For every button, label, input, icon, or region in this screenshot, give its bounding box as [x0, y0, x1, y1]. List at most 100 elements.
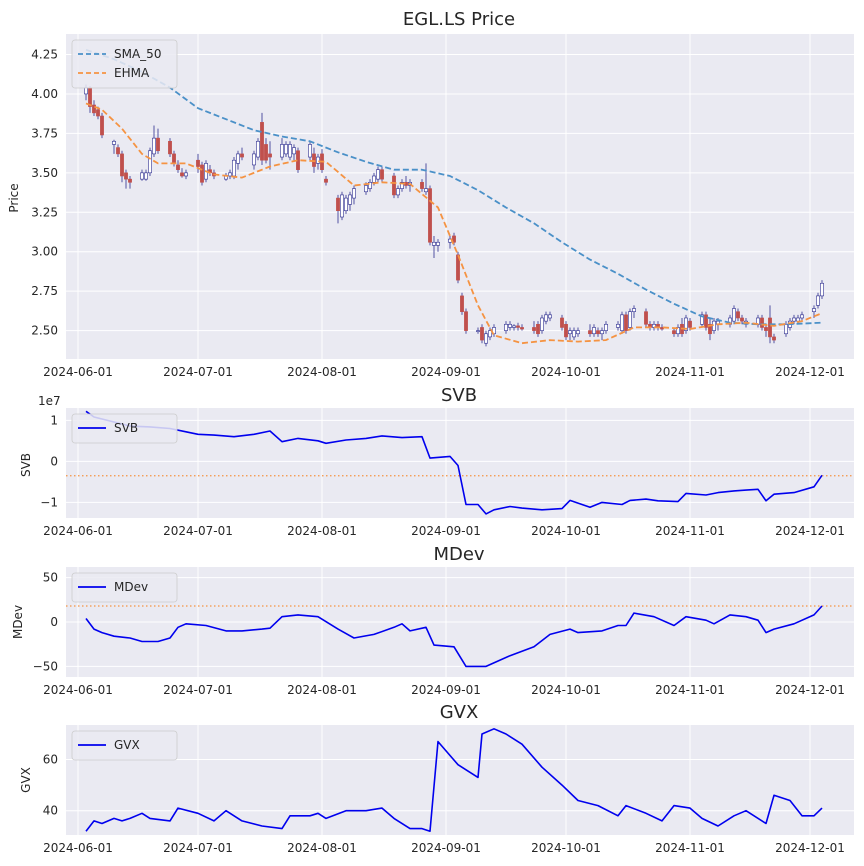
candle-up — [616, 323, 620, 328]
candle-down — [268, 153, 272, 158]
legend-entry: SVB — [114, 421, 138, 435]
y-tick-label: 0 — [50, 454, 58, 468]
y-tick-label: 2.75 — [31, 284, 58, 298]
price-panel: EGL.LS Price Price 2024-06-01 2024-07-01 2… — [7, 9, 854, 379]
x-tick-label: 2024-12-01 — [775, 841, 845, 855]
candle-up — [592, 327, 596, 335]
y-tick-label: −50 — [33, 659, 58, 673]
x-tick-label: 2024-06-01 — [43, 365, 113, 379]
candle-up — [344, 197, 348, 211]
legend-0: SMA_50 EHMA — [71, 39, 178, 89]
series-line-ehma — [85, 102, 823, 345]
candle-down — [120, 153, 124, 177]
legend-box — [71, 730, 178, 761]
candle-up — [600, 330, 604, 335]
plot-area-0 — [66, 34, 854, 359]
candle-up — [368, 182, 372, 189]
candle-up — [652, 323, 656, 328]
x-tick-label: 2024-07-01 — [163, 683, 233, 697]
candle-up — [232, 159, 236, 177]
svb-y-axis-label: SVB — [19, 453, 33, 477]
candle-up — [400, 182, 404, 189]
series-line-svb — [85, 410, 823, 515]
candle-up — [732, 308, 736, 322]
candle-up — [628, 311, 632, 328]
y-tick-label: 4.00 — [31, 87, 58, 101]
candle-up — [700, 314, 704, 325]
y-tick-label: 60 — [43, 753, 58, 767]
legend-box — [71, 572, 178, 603]
candle-up — [784, 323, 788, 335]
mdev-panel: MDev MDev 2024-06-01 2024-07-01 2024-08-01… — [11, 544, 854, 697]
candle-down — [168, 140, 172, 155]
x-tick-label: 2024-11-01 — [655, 841, 725, 855]
legend-box — [71, 39, 178, 89]
candle-up — [288, 144, 292, 158]
candle-down — [264, 144, 268, 161]
candle-up — [228, 172, 232, 177]
candle-up — [348, 194, 352, 205]
candle-up — [432, 241, 436, 246]
candle-up — [84, 87, 88, 95]
candle-up — [352, 188, 356, 199]
y-tick-label: 3.75 — [31, 126, 58, 140]
legend-entry: SMA_50 — [114, 47, 161, 61]
gvx-panel: GVX GVX 2024-06-01 2024-07-01 2024-08-01 20… — [19, 702, 854, 855]
candle-down — [536, 323, 540, 335]
candle-down — [156, 137, 160, 152]
candle-up — [372, 175, 376, 183]
candle-up — [340, 194, 344, 218]
plot-layer-3 — [85, 727, 823, 833]
x-tick-label: 2024-10-01 — [531, 365, 601, 379]
candle-down — [772, 336, 776, 341]
candle-down — [464, 311, 468, 331]
candle-up — [508, 323, 512, 328]
legend-entry: MDev — [114, 580, 148, 594]
candle-down — [100, 115, 104, 136]
candle-down — [596, 330, 600, 335]
y-tick-label: 40 — [43, 804, 58, 818]
candle-down — [644, 311, 648, 325]
candle-down — [128, 178, 132, 183]
x-tick-label: 2024-11-01 — [655, 365, 725, 379]
candle-up — [620, 314, 624, 331]
x-tick-label: 2024-10-01 — [531, 683, 601, 697]
candle-down — [740, 317, 744, 322]
candle-up — [572, 330, 576, 338]
candle-up — [568, 330, 572, 335]
x-tick-label: 2024-08-01 — [287, 683, 357, 697]
series-line-sma-50 — [85, 48, 823, 326]
x-tick-label: 2024-12-01 — [775, 683, 845, 697]
candle-down — [428, 188, 432, 243]
candle-up — [504, 323, 508, 331]
candle-down — [200, 164, 204, 183]
x-tick-label: 2024-11-01 — [655, 683, 725, 697]
candle-down — [92, 104, 96, 114]
candle-up — [184, 172, 188, 177]
candle-up — [632, 308, 636, 312]
candle-down — [172, 153, 176, 164]
candle-up — [576, 330, 580, 335]
candle-up — [376, 169, 380, 180]
legend-entry: EHMA — [114, 66, 150, 80]
candle-up — [112, 140, 116, 145]
candle-up — [512, 325, 516, 328]
candle-down — [116, 147, 120, 155]
legend-2: MDev — [71, 572, 178, 603]
candle-down — [380, 169, 384, 180]
y-tick-label: 3.25 — [31, 205, 58, 219]
candle-up — [292, 147, 296, 155]
candle-down — [196, 159, 200, 167]
candle-up — [436, 241, 440, 246]
legend-1: SVB — [71, 413, 178, 444]
x-tick-label: 2024-10-01 — [531, 524, 601, 538]
candle-up — [308, 144, 312, 158]
candle-up — [796, 317, 800, 322]
x-tick-label: 2024-07-01 — [163, 524, 233, 538]
x-tick-label: 2024-12-01 — [775, 524, 845, 538]
candle-up — [488, 330, 492, 338]
candle-down — [456, 254, 460, 281]
candle-down — [688, 320, 692, 328]
price-y-axis-label: Price — [7, 183, 21, 212]
candle-down — [760, 317, 764, 328]
